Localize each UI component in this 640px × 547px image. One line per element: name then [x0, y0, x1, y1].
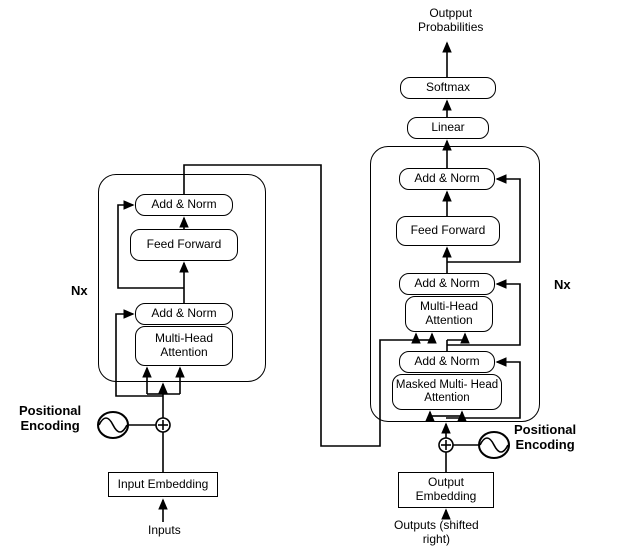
multi-head-attention-decoder: Multi-Head Attention — [405, 296, 493, 332]
positional-encoding-right-label: Positional Encoding — [514, 423, 576, 453]
output-probabilities-label: Outpput Probabilities — [418, 7, 483, 35]
feed-forward-encoder: Feed Forward — [130, 229, 238, 261]
input-embedding: Input Embedding — [108, 472, 218, 497]
nx-left-label: Nx — [71, 284, 88, 299]
add-norm-encoder-1: Add & Norm — [135, 303, 233, 325]
outputs-label: Outputs (shifted right) — [394, 519, 479, 547]
linear-box: Linear — [407, 117, 489, 139]
feed-forward-decoder: Feed Forward — [396, 216, 500, 246]
output-embedding: Output Embedding — [398, 472, 494, 508]
add-norm-decoder-1: Add & Norm — [399, 351, 495, 373]
masked-multi-head-attention: Masked Multi- Head Attention — [392, 374, 502, 410]
add-norm-decoder-3: Add & Norm — [399, 168, 495, 190]
positional-encoding-left-label: Positional Encoding — [19, 404, 81, 434]
softmax-box: Softmax — [400, 77, 496, 99]
nx-right-label: Nx — [554, 278, 571, 293]
diagram-arrows — [0, 0, 640, 547]
inputs-label: Inputs — [148, 524, 181, 538]
multi-head-attention-encoder: Multi-Head Attention — [135, 326, 233, 366]
add-norm-encoder-2: Add & Norm — [135, 194, 233, 216]
add-norm-decoder-2: Add & Norm — [399, 273, 495, 295]
